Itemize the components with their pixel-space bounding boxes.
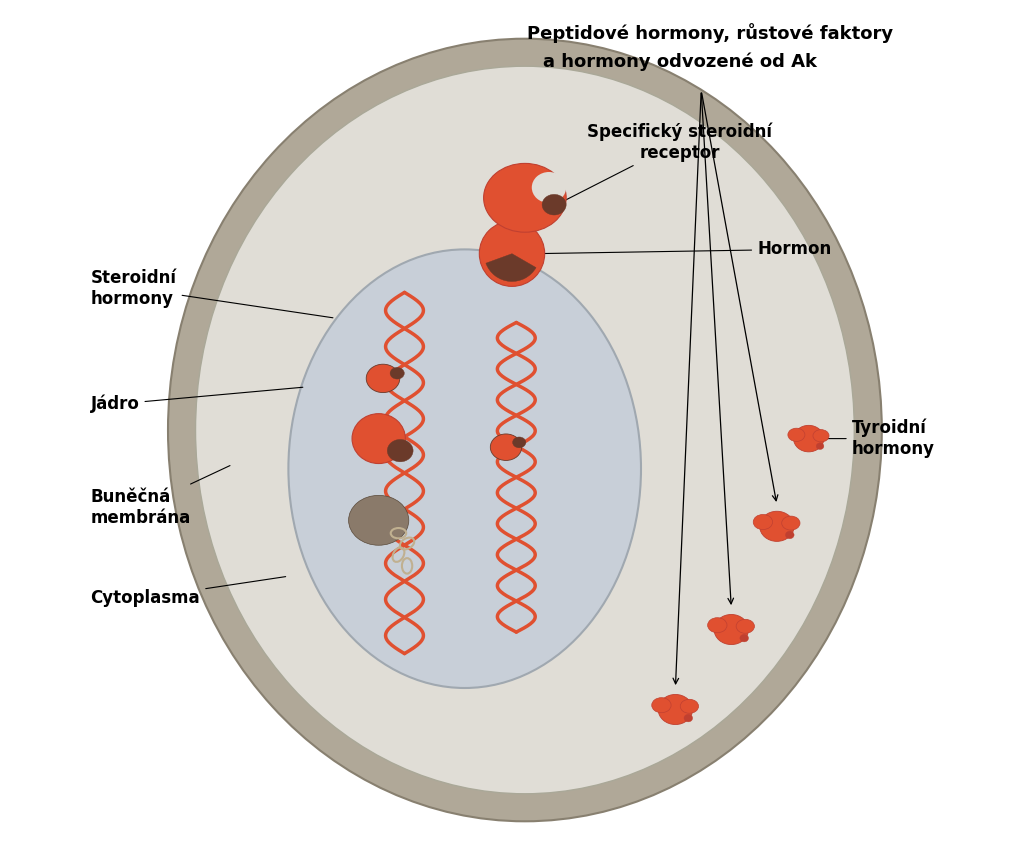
Wedge shape (486, 254, 536, 281)
Ellipse shape (787, 428, 805, 441)
Ellipse shape (483, 163, 566, 232)
Ellipse shape (680, 699, 698, 713)
Ellipse shape (352, 414, 406, 464)
Ellipse shape (781, 516, 800, 530)
Ellipse shape (348, 495, 409, 545)
Ellipse shape (658, 695, 692, 724)
Text: Specifický steroidní
receptor: Specifický steroidní receptor (547, 122, 772, 210)
Text: Cytoplasma: Cytoplasma (90, 576, 286, 606)
Ellipse shape (289, 249, 641, 688)
Ellipse shape (754, 514, 772, 530)
Ellipse shape (387, 439, 413, 462)
Ellipse shape (479, 221, 545, 286)
Ellipse shape (760, 511, 794, 542)
Ellipse shape (708, 617, 727, 633)
Ellipse shape (651, 697, 671, 713)
Ellipse shape (816, 443, 824, 450)
Ellipse shape (813, 430, 829, 442)
Ellipse shape (168, 39, 882, 821)
Text: Peptidové hormony, růstové faktory: Peptidové hormony, růstové faktory (526, 22, 893, 43)
Ellipse shape (390, 367, 404, 379)
Ellipse shape (740, 635, 749, 642)
Ellipse shape (736, 619, 755, 633)
Ellipse shape (542, 194, 566, 215)
Text: Hormon: Hormon (536, 241, 831, 258)
Ellipse shape (490, 434, 521, 460)
Text: Jádro: Jádro (90, 387, 303, 414)
Ellipse shape (714, 614, 749, 645)
Text: Tyroidní
hormony: Tyroidní hormony (807, 419, 935, 458)
Text: Buněčná
membrána: Buněčná membrána (90, 465, 230, 527)
Text: Steroidní
hormony: Steroidní hormony (90, 268, 333, 318)
Ellipse shape (794, 426, 824, 452)
Ellipse shape (531, 172, 566, 203)
Ellipse shape (785, 531, 794, 538)
Ellipse shape (684, 715, 692, 722)
Ellipse shape (196, 66, 854, 794)
Ellipse shape (367, 365, 399, 392)
Ellipse shape (513, 437, 526, 448)
Text: a hormony odvozené od Ak: a hormony odvozené od Ak (543, 52, 817, 71)
